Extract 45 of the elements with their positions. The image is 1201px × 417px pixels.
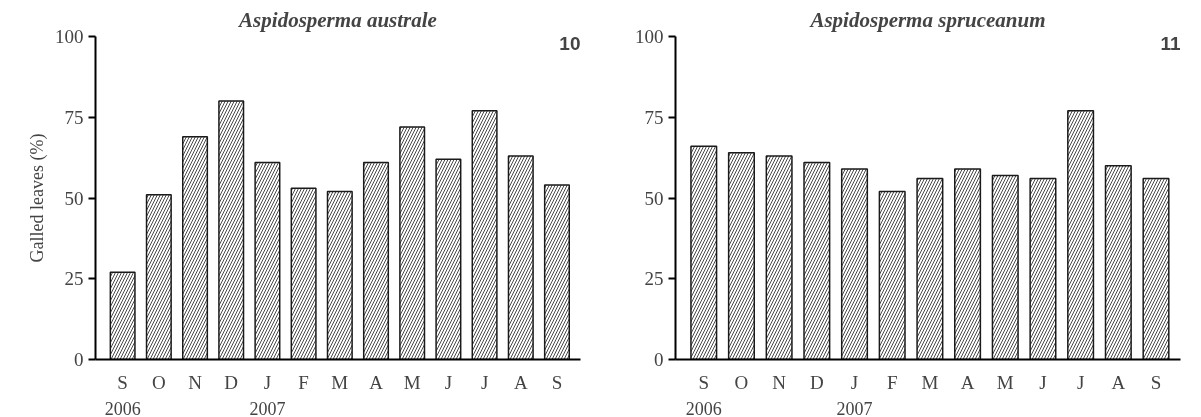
x-tick-label: J (1039, 371, 1047, 393)
x-tick-label: O (734, 371, 749, 393)
y-axis-title: Galled leaves (%) (27, 133, 48, 263)
x-tick-label: S (551, 371, 563, 393)
text: 2006 (685, 398, 722, 417)
text: 2007 (836, 398, 873, 417)
x-tick-label: J (1076, 371, 1085, 393)
x-tick-label: M (331, 371, 349, 393)
text: 2007 (249, 398, 286, 417)
x-tick-label: S (698, 371, 710, 393)
x-tick-label: N (188, 371, 203, 393)
x-tick-label: J (263, 371, 272, 393)
chart-title: Aspidosperma australe (237, 7, 437, 32)
y-tick-label: 25 (644, 268, 664, 290)
x-tick-label: F (886, 371, 898, 393)
y-tick-label: 100 (55, 26, 84, 47)
x-tick-label: A (369, 371, 384, 393)
annotation: 10 (559, 32, 581, 54)
x-tick-label: A (1111, 371, 1126, 393)
chart-title: Aspidosperma spruceanum (808, 7, 1046, 32)
x-tick-label: D (809, 371, 824, 393)
y-tick-label: 75 (644, 106, 664, 128)
y-tick-label: 0 (654, 349, 664, 370)
x-tick-label: O (151, 371, 166, 393)
x-tick-label: A (960, 371, 975, 393)
y-tick-label: 100 (635, 26, 664, 47)
x-tick-label: M (403, 371, 421, 393)
y-tick-label: 50 (64, 187, 84, 209)
x-tick-label: D (224, 371, 239, 393)
annotation: 11 (1160, 32, 1181, 54)
x-tick-label: J (444, 371, 453, 393)
x-tick-label: J (480, 371, 489, 393)
x-tick-label: N (772, 371, 787, 393)
y-tick-label: 0 (74, 349, 84, 370)
y-tick-label: 50 (644, 187, 664, 209)
text: 2006 (104, 398, 141, 417)
y-tick-label: 25 (64, 268, 84, 290)
x-tick-label: J (850, 371, 859, 393)
x-tick-label: M (921, 371, 939, 393)
x-tick-label: S (1150, 371, 1162, 393)
y-tick-label: 75 (64, 106, 84, 128)
x-tick-label: M (996, 371, 1014, 393)
x-tick-label: A (513, 371, 528, 393)
x-tick-label: S (117, 371, 128, 393)
x-tick-label: F (298, 371, 309, 393)
